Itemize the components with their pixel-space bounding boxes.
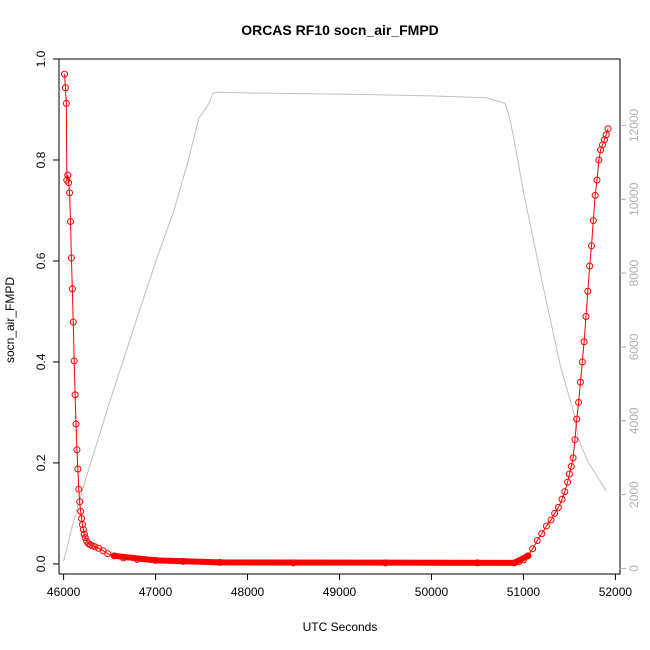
fmpd-point: [567, 462, 575, 470]
fmpd-point: [66, 189, 74, 197]
fmpd-point: [565, 470, 573, 478]
x-axis-label: UTC Seconds: [303, 620, 378, 634]
y-axis-right: 0 2000 4000 6000 8000 10000 12000: [620, 108, 641, 572]
y-tick-label: 1.0: [34, 50, 48, 67]
fmpd-dense-band: [111, 552, 532, 566]
fmpd-point: [575, 398, 583, 406]
fmpd-point: [77, 507, 85, 515]
fmpd-point: [78, 521, 86, 529]
fmpd-point: [65, 179, 73, 187]
series-group: [61, 70, 612, 567]
x-tick-label: 50000: [415, 585, 449, 599]
fmpd-point: [542, 522, 550, 530]
y2-tick-label: 2000: [627, 481, 641, 508]
y2-tick-label: 4000: [627, 407, 641, 434]
x-tick-label: 46000: [47, 585, 81, 599]
fmpd-point: [61, 84, 69, 92]
fmpd-point: [61, 70, 69, 78]
fmpd-point: [551, 509, 559, 517]
fmpd-point: [68, 285, 76, 293]
fmpd-point: [104, 550, 112, 558]
chart-title: ORCAS RF10 socn_air_FMPD: [241, 22, 439, 38]
plot-frame: [58, 58, 621, 575]
fmpd-point: [79, 526, 87, 534]
fmpd-point: [66, 218, 74, 226]
fmpd-point: [573, 415, 581, 423]
x-axis: 46000 47000 48000 49000 50000 51000 52000: [47, 574, 632, 599]
fmpd-line: [64, 74, 609, 564]
fmpd-point: [70, 357, 78, 365]
x-tick-label: 48000: [231, 585, 265, 599]
y2-tick-label: 6000: [627, 333, 641, 360]
fmpd-point: [64, 171, 72, 179]
fmpd-point: [62, 99, 70, 107]
fmpd-point: [586, 262, 594, 270]
fmpd-point: [561, 488, 569, 496]
fmpd-point: [576, 378, 584, 386]
fmpd-point: [72, 420, 80, 428]
fmpd-point: [554, 503, 562, 511]
fmpd-point: [602, 131, 610, 139]
fmpd-point: [547, 516, 555, 524]
fmpd-point: [569, 454, 577, 462]
fmpd-point: [67, 254, 75, 262]
fmpd-point: [558, 495, 566, 503]
fmpd-point: [604, 125, 612, 133]
y-tick-label: 0.0: [34, 555, 48, 572]
fmpd-point: [81, 534, 89, 542]
x-tick-label: 47000: [139, 585, 173, 599]
x-tick-label: 49000: [323, 585, 357, 599]
y-tick-label: 0.2: [34, 454, 48, 471]
y-axis-left: 0.0 0.2 0.4 0.6 0.8 1.0: [34, 50, 59, 572]
fmpd-point: [91, 543, 99, 551]
fmpd-point: [564, 478, 572, 486]
fmpd-point: [71, 391, 79, 399]
fmpd-point: [595, 156, 603, 164]
fmpd-point: [582, 313, 590, 320]
y2-tick-label: 8000: [627, 259, 641, 286]
fmpd-point: [578, 358, 586, 366]
altitude-line: [63, 91, 607, 562]
fmpd-point: [587, 242, 595, 250]
fmpd-point: [589, 217, 597, 225]
fmpd-point: [533, 537, 541, 545]
fmpd-point: [69, 318, 77, 326]
y-tick-label: 0.8: [34, 151, 48, 168]
y2-tick-label: 0: [627, 565, 641, 572]
x-tick-label: 51000: [507, 585, 541, 599]
fmpd-point: [74, 465, 82, 473]
y2-tick-label: 10000: [627, 182, 641, 216]
fmpd-point: [593, 176, 601, 184]
fmpd-point: [571, 436, 579, 444]
fmpd-point: [80, 530, 88, 538]
fmpd-point: [529, 545, 537, 553]
y-axis-label: socn_air_FMPD: [3, 277, 17, 363]
fmpd-point: [580, 338, 588, 346]
y-tick-label: 0.6: [34, 252, 48, 269]
fmpd-point: [584, 287, 592, 295]
fmpd-point: [538, 530, 546, 538]
y2-tick-label: 12000: [627, 108, 641, 142]
x-tick-label: 52000: [599, 585, 633, 599]
fmpd-point: [591, 191, 599, 199]
fmpd-point: [76, 498, 84, 506]
y-tick-label: 0.4: [34, 353, 48, 370]
fmpd-point: [73, 446, 81, 454]
fmpd-point: [75, 485, 83, 493]
